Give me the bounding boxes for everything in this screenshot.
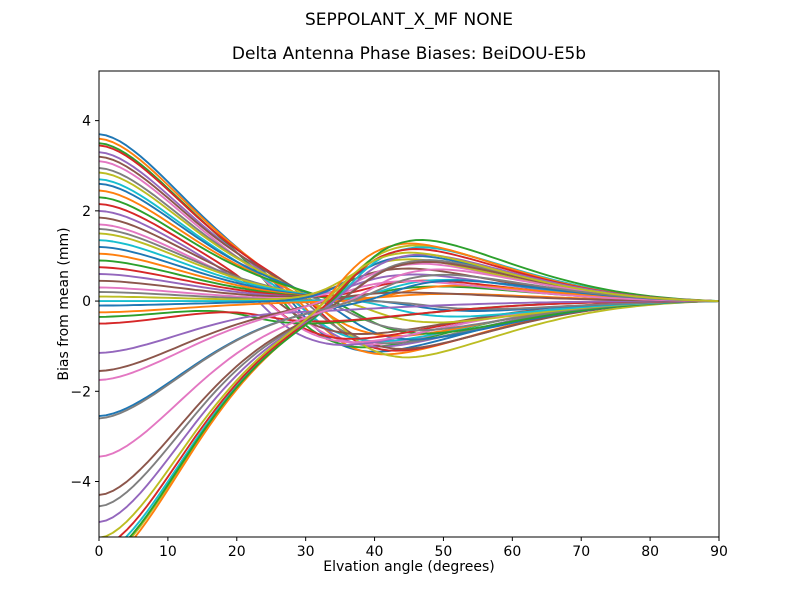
bias-curve xyxy=(99,291,719,372)
x-tick-label: 90 xyxy=(710,544,728,560)
y-tick-label: −4 xyxy=(70,475,91,491)
bias-curve xyxy=(99,171,719,359)
bias-curve xyxy=(99,251,719,537)
x-tick-label: 0 xyxy=(95,544,104,560)
y-tick-label: 2 xyxy=(82,204,91,220)
bias-curve xyxy=(99,284,719,314)
x-tick-label: 40 xyxy=(366,544,384,560)
x-tick-label: 70 xyxy=(572,544,590,560)
x-tick-label: 60 xyxy=(503,544,521,560)
y-tick-label: 0 xyxy=(82,294,91,310)
x-axis-label: Elvation angle (degrees) xyxy=(323,559,495,575)
x-tick-label: 30 xyxy=(297,544,315,560)
chart-subtitle: Delta Antenna Phase Biases: BeiDOU-E5b xyxy=(231,44,587,64)
y-tick-label: 4 xyxy=(82,114,91,130)
axes-box xyxy=(98,70,720,538)
x-tick-label: 20 xyxy=(228,544,246,560)
x-tick-label: 10 xyxy=(159,544,177,560)
chart-title: SEPPOLANT_X_MF NONE xyxy=(304,10,514,30)
curves-group xyxy=(99,133,719,537)
bias-curve xyxy=(99,300,719,354)
bias-curve xyxy=(99,273,719,420)
y-tick-label: −2 xyxy=(70,384,91,400)
x-tick-label: 80 xyxy=(641,544,659,560)
bias-curve xyxy=(99,291,719,311)
bias-curve xyxy=(99,280,719,381)
x-tick-label: 50 xyxy=(435,544,453,560)
bias-curve xyxy=(128,238,719,537)
